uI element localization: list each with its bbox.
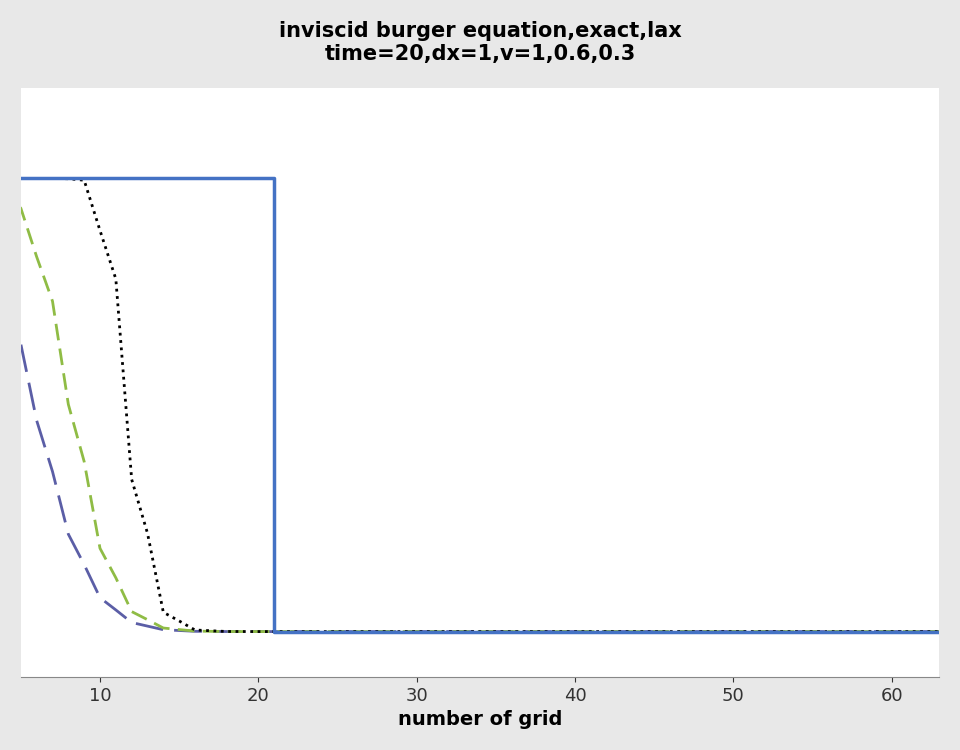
X-axis label: number of grid: number of grid	[397, 710, 563, 729]
Title: inviscid burger equation,exact,lax
time=20,dx=1,v=1,0.6,0.3: inviscid burger equation,exact,lax time=…	[278, 21, 682, 64]
